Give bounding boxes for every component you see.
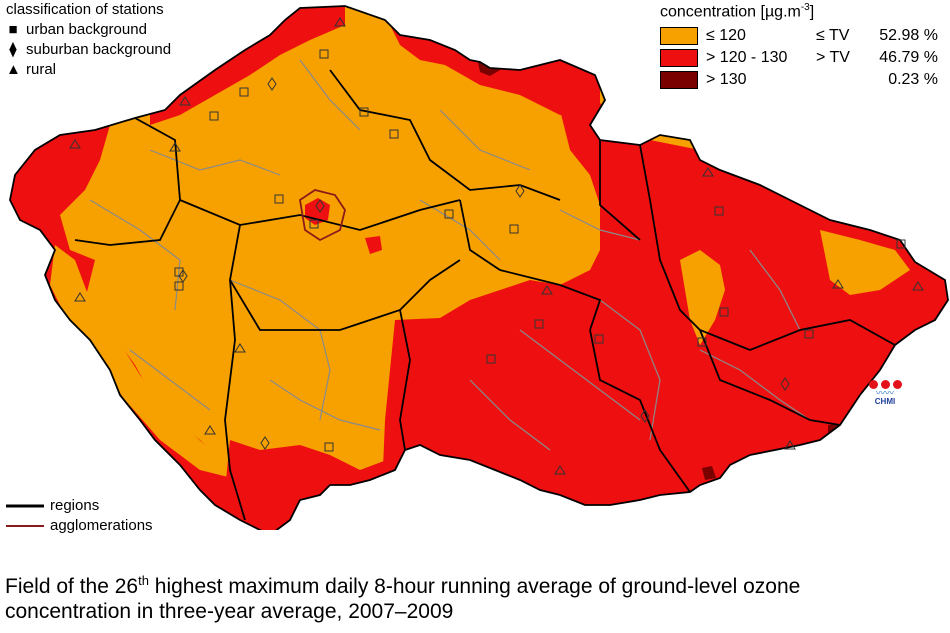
suburban-background-stations (178, 77, 790, 450)
station-rural[interactable] (204, 425, 216, 435)
station-urban[interactable] (444, 209, 454, 219)
station-urban[interactable] (239, 87, 249, 97)
color-swatch-mid (660, 49, 698, 68)
region-line-icon (6, 504, 44, 508)
logo-wave-icon: 〰〰 (875, 388, 894, 398)
class-percent: 52.98 % (879, 27, 938, 45)
legend-urban-label: urban background (26, 21, 147, 38)
station-suburban[interactable] (640, 409, 650, 423)
caption-line-2: concentration in three-year average, 200… (5, 600, 454, 623)
station-rural[interactable] (554, 465, 566, 475)
station-rural[interactable] (541, 285, 553, 295)
station-urban[interactable] (359, 107, 369, 117)
station-rural[interactable] (169, 142, 181, 152)
class-label: > 120 - 130 (706, 49, 788, 67)
station-rural[interactable] (334, 17, 346, 27)
triangle-icon: ▲ (6, 61, 21, 78)
urban-background-stations (174, 49, 906, 452)
station-rural[interactable] (69, 139, 81, 149)
station-suburban[interactable] (315, 199, 325, 213)
rural-stations (69, 17, 924, 475)
station-urban[interactable] (309, 219, 319, 229)
agglomerations-label: agglomerations (50, 517, 153, 534)
station-suburban[interactable] (178, 269, 188, 283)
square-icon: ■ (8, 21, 18, 38)
station-urban[interactable] (534, 319, 544, 329)
stations-legend-title: classification of stations (6, 1, 164, 18)
logo-text: CHMI (874, 397, 896, 406)
figure-caption: Field of the 26th highest maximum daily … (5, 568, 945, 624)
station-urban[interactable] (714, 206, 724, 216)
regions-label: regions (50, 497, 100, 514)
station-urban[interactable] (389, 129, 399, 139)
class-label: ≤ 120 (706, 27, 746, 45)
concentration-legend: concentration [µg.m-3] ≤ 120 ≤ TV 52.98 … (660, 2, 938, 91)
legend-regions: regions (6, 496, 153, 516)
station-urban[interactable] (174, 281, 184, 291)
legend-agglomerations: agglomerations (6, 516, 153, 536)
east-orange-island (820, 230, 910, 295)
station-urban[interactable] (209, 111, 219, 121)
legend-rural: ▲ rural (6, 60, 171, 80)
station-urban[interactable] (324, 442, 334, 452)
logo-dots-icon (864, 380, 906, 389)
station-rural[interactable] (912, 281, 924, 291)
ozone-concentration-map (9, 5, 949, 530)
station-rural[interactable] (179, 96, 191, 106)
station-classification-legend: classification of stations ■ urban backg… (6, 0, 171, 80)
station-urban[interactable] (896, 239, 906, 249)
station-rural[interactable] (702, 167, 714, 177)
northern-border-red-zone (150, 6, 345, 125)
station-urban[interactable] (319, 49, 329, 59)
station-suburban[interactable] (260, 436, 270, 450)
legend-urban-background: ■ urban background (6, 20, 171, 40)
station-rural[interactable] (832, 279, 844, 289)
station-suburban[interactable] (780, 377, 790, 391)
station-urban[interactable] (594, 334, 604, 344)
station-suburban[interactable] (515, 184, 525, 198)
central-red-spot (365, 236, 382, 254)
south-dark-spot (702, 466, 716, 480)
west-inner-orange (50, 245, 240, 480)
station-rural[interactable] (234, 343, 246, 353)
station-suburban[interactable] (267, 77, 277, 91)
border-lines-legend: regions agglomerations (6, 496, 153, 536)
class-tv: ≤ TV (816, 27, 850, 45)
station-urban[interactable] (509, 224, 519, 234)
prague-agglomeration-border (299, 189, 346, 242)
class-tv: > TV (816, 49, 850, 67)
diamond-icon: ⧫ (9, 41, 17, 58)
station-urban[interactable] (719, 307, 729, 317)
district-borders (89, 59, 811, 451)
legend-suburban-background: ⧫ suburban background (6, 40, 171, 60)
legend-class-low: ≤ 120 ≤ TV 52.98 % (660, 25, 938, 47)
legend-rural-label: rural (26, 61, 57, 78)
class-percent: 0.23 % (888, 71, 938, 89)
station-rural[interactable] (74, 292, 86, 302)
station-urban[interactable] (486, 354, 496, 364)
station-rural[interactable] (784, 440, 796, 450)
legend-suburban-label: suburban background (26, 41, 172, 58)
class-label: > 130 (706, 71, 747, 89)
color-swatch-low (660, 27, 698, 46)
station-urban[interactable] (274, 194, 284, 204)
legend-class-high: > 130 0.23 % (660, 69, 938, 91)
class-percent: 46.79 % (879, 49, 938, 67)
station-urban[interactable] (804, 329, 814, 339)
chmi-logo: 〰〰 CHMI (864, 380, 906, 406)
caption-line-1: Field of the 26th highest maximum daily … (5, 573, 801, 598)
legend-class-mid: > 120 - 130 > TV 46.79 % (660, 47, 938, 69)
agglomeration-line-icon (6, 525, 44, 527)
station-urban[interactable] (697, 337, 707, 347)
color-swatch-high (660, 71, 698, 90)
concentration-legend-title: concentration [µg.m-3] (660, 2, 815, 21)
